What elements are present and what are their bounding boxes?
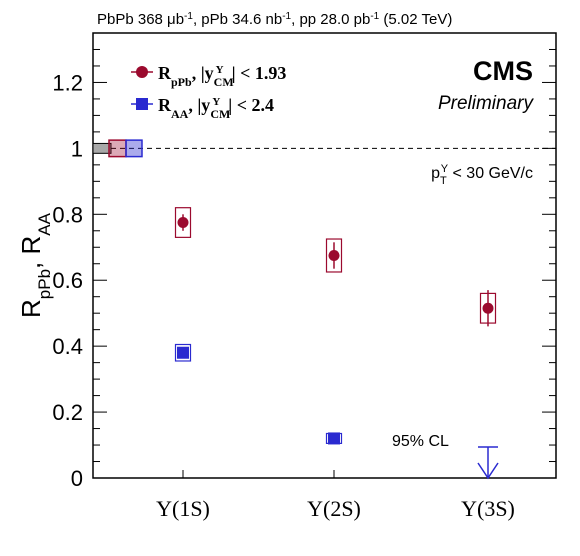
x-category-label: Υ(1S) (156, 496, 210, 521)
pt-cut-label: pTΥ < 30 GeV/c (431, 163, 533, 187)
cl-label: 95% CL (392, 433, 449, 450)
x-category-label: Υ(3S) (461, 496, 515, 521)
x-axis-categories: Υ(1S) Υ(2S) Υ(3S) (156, 470, 515, 521)
data-point-aa (177, 346, 189, 359)
legend-ppb-label: RpPb, |yCMΥ | < 1.93 (158, 63, 286, 89)
syst-box (325, 238, 343, 273)
data-marks (92, 139, 556, 480)
y-tick-label: 0 (71, 466, 83, 491)
global-uncertainty-gray-box (92, 142, 112, 154)
y-tick-label: 1 (71, 136, 83, 161)
y-tick-label: 0.4 (52, 334, 83, 359)
syst-box (174, 343, 192, 362)
y-axis-title: RpPb, RAA (16, 212, 54, 318)
y-tick-label: 0.8 (52, 202, 83, 227)
x-category-label: Υ(2S) (307, 496, 361, 521)
y-tick-label: 1.2 (52, 70, 83, 95)
y-axis-ticks: 0 0.2 0.4 0.6 0.8 1 1.2 (52, 48, 556, 491)
legend-ppb-marker (136, 66, 148, 78)
data-point-ppb (177, 217, 189, 229)
y-tick-label: 0.6 (52, 268, 83, 293)
global-uncertainty-ppb-box (108, 139, 127, 158)
data-point-ppb (328, 250, 340, 261)
global-uncertainty-aa-box (125, 139, 143, 158)
plot-frame (92, 32, 557, 479)
y-tick-label: 0.2 (52, 400, 83, 425)
legend: RpPb, |yCMΥ | < 1.93 RAA, |yCMΥ | < 2.4 (131, 63, 286, 121)
syst-box (174, 207, 192, 238)
upper-limit-arrowhead (477, 462, 499, 480)
data-point-ppb (482, 302, 494, 314)
lumi-text: PbPb 368 μb-1, pPb 34.6 nb-1, pp 28.0 pb… (97, 11, 452, 29)
legend-aa-marker (136, 98, 148, 110)
legend-aa-label: RAA, |yCMΥ | < 2.4 (158, 95, 274, 121)
preliminary-label: Preliminary (438, 93, 535, 114)
cms-label: CMS (473, 56, 533, 86)
data-point-aa (328, 432, 340, 445)
